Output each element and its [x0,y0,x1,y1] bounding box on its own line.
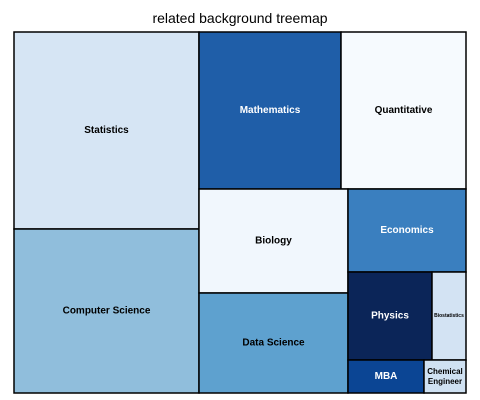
treemap-label-biology: Biology [255,236,292,247]
treemap-cell-computer-science: Computer Science [13,228,200,394]
treemap-label-chemical-engineer-2: Engineer [428,377,462,386]
treemap-label-mba: MBA [375,371,398,382]
treemap-label-quantitative: Quantitative [375,105,433,116]
treemap-rect-mba [347,359,425,394]
treemap-label-chemical-engineer-1: Chemical [427,367,463,376]
treemap-cell-data-science: Data Science [198,292,349,394]
treemap-rect-biology [198,188,349,294]
treemap-cell-statistics: Statistics [13,31,200,230]
treemap-label-biostatistics: Biostatistics [434,313,464,319]
treemap-label-statistics: Statistics [84,125,129,136]
treemap-label-data-science: Data Science [242,338,305,349]
treemap-rect-quantitative [340,31,467,190]
treemap-label-computer-science: Computer Science [63,306,151,317]
treemap-rect-data-science [198,292,349,394]
treemap-cell-mathematics: Mathematics [198,31,342,190]
chart-title: related background treemap [152,10,328,26]
treemap-cell-mba: MBA [347,359,425,394]
treemap-rect-physics [347,271,433,361]
treemap-label-mathematics: Mathematics [240,105,301,116]
treemap-cell-economics: Economics [347,188,467,273]
treemap-label-economics: Economics [380,225,434,236]
treemap-rect-computer-science [13,228,200,394]
treemap-cell-biology: Biology [198,188,349,294]
treemap-rect-biostatistics [431,271,467,361]
treemap-cell-quantitative: Quantitative [340,31,467,190]
treemap-cell-biostatistics: Biostatistics [431,271,467,361]
treemap-rect-economics [347,188,467,273]
treemap-rect-chemical-engineer [423,359,467,394]
treemap-label-physics: Physics [371,311,409,322]
treemap-cell-physics: Physics [347,271,433,361]
